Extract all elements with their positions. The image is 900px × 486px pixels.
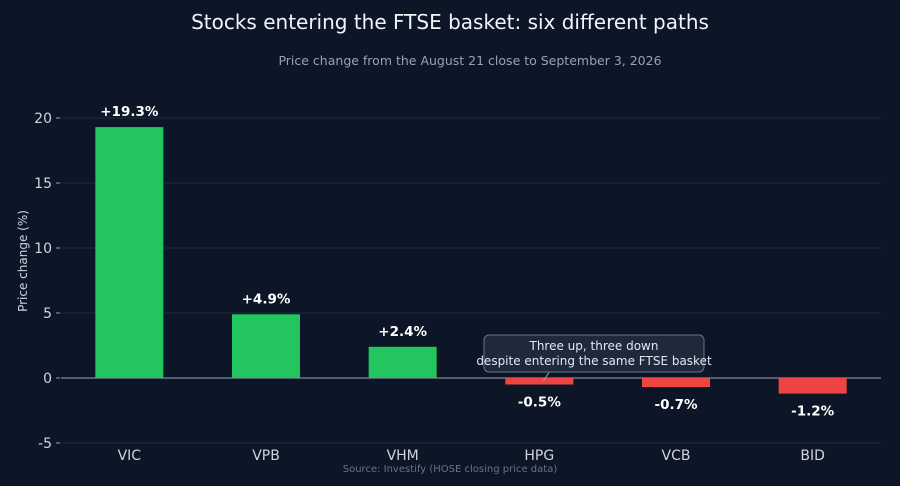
x-tick-label: VPB [252, 448, 280, 464]
data-label-vpb: +4.9% [242, 291, 291, 307]
bar-vic [95, 127, 164, 378]
source-note: Source: Investify (HOSE closing price da… [343, 464, 558, 475]
y-tick-label: 20 [34, 111, 52, 127]
x-tick-label: HPG [524, 448, 554, 464]
data-label-bid: -1.2% [791, 404, 835, 420]
x-axis: VIC VPB VHM HPG VCB BID [118, 448, 825, 464]
y-axis: -5 0 5 10 15 20 [34, 111, 881, 452]
data-label-vcb: -0.7% [654, 397, 698, 413]
data-label-vic: +19.3% [100, 104, 159, 120]
x-tick-label: VIC [118, 448, 142, 464]
annotation-text: Three up, three down [529, 339, 659, 353]
y-axis-label: Price change (%) [16, 210, 30, 312]
x-tick-label: BID [800, 448, 825, 464]
data-label-vhm: +2.4% [378, 324, 427, 340]
bar-bid [778, 378, 847, 394]
y-tick-label: 0 [43, 371, 52, 387]
data-labels-layer: +19.3% +4.9% +2.4% -0.5% -0.7% -1.2% [100, 104, 834, 420]
bars-layer [95, 127, 847, 394]
bar-vhm [368, 346, 437, 378]
y-tick-label: -5 [38, 436, 52, 452]
annotation-text: despite entering the same FTSE basket [476, 354, 712, 368]
bar-vcb [642, 378, 710, 388]
x-tick-label: VHM [387, 448, 419, 464]
y-tick-label: 15 [34, 176, 52, 192]
x-tick-label: VCB [662, 448, 691, 464]
bar-vpb [232, 314, 300, 378]
y-tick-label: 10 [34, 241, 52, 257]
chart-subtitle: Price change from the August 21 close to… [278, 53, 661, 68]
y-tick-label: 5 [43, 306, 52, 322]
grid-layer [61, 117, 881, 444]
data-label-hpg: -0.5% [518, 395, 562, 411]
annotation-box [483, 334, 705, 373]
bar-hpg [505, 378, 574, 385]
chart-title: Stocks entering the FTSE basket: six dif… [191, 10, 709, 34]
annotation-arrow [542, 371, 550, 382]
